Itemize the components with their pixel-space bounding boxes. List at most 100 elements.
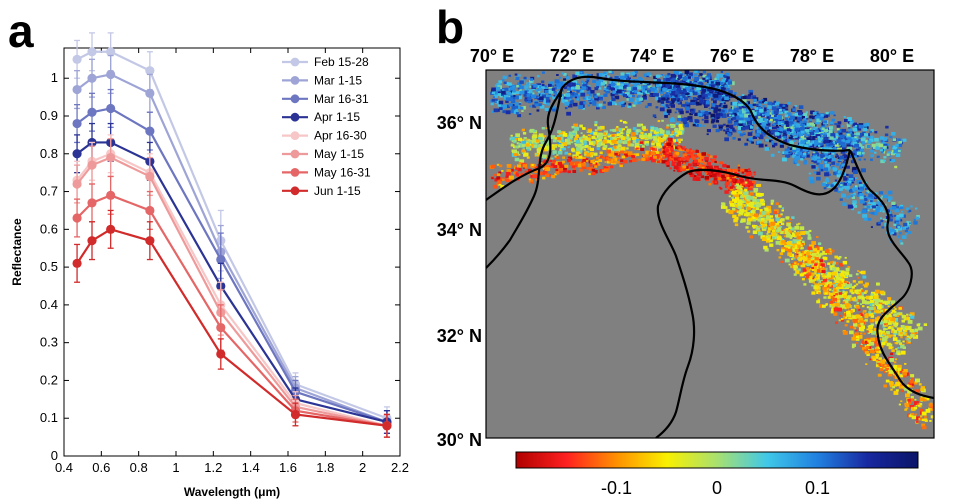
map-pixel xyxy=(605,87,610,91)
map-pixel xyxy=(762,118,766,121)
map-pixel xyxy=(749,235,754,239)
map-pixel xyxy=(522,164,528,168)
map-pixel xyxy=(649,94,652,97)
map-pixel xyxy=(803,253,806,256)
map-pixel xyxy=(677,146,681,149)
map-pixel xyxy=(785,128,788,131)
map-pixel xyxy=(534,166,538,170)
map-pixel xyxy=(885,300,890,304)
map-pixel xyxy=(878,143,884,148)
map-pixel xyxy=(683,96,689,101)
map-pixel xyxy=(763,101,767,104)
map-pixel xyxy=(860,295,864,299)
map-pixel xyxy=(575,96,580,100)
map-pixel xyxy=(898,342,903,345)
map-pixel xyxy=(550,135,556,139)
map-pixel xyxy=(769,243,774,247)
legend-label: May 1-15 xyxy=(314,147,364,161)
map-pixel xyxy=(663,151,669,156)
map-pixel xyxy=(861,312,864,315)
map-pixel xyxy=(850,119,855,123)
map-pixel xyxy=(586,152,592,157)
map-pixel xyxy=(861,152,865,155)
panel-a-letter: a xyxy=(8,5,34,57)
map-pixel xyxy=(644,133,648,135)
map-pixel xyxy=(723,107,727,111)
map-pixel xyxy=(652,93,657,97)
map-pixel xyxy=(655,96,660,101)
map-pixel xyxy=(692,177,698,181)
map-pixel xyxy=(517,95,523,100)
map-pixel xyxy=(556,83,562,87)
map-pixel xyxy=(677,115,681,118)
map-pixel xyxy=(728,177,733,181)
map-pixel xyxy=(882,301,885,304)
map-pixel xyxy=(889,158,893,162)
map-pixel xyxy=(853,323,858,327)
map-pixel xyxy=(851,135,855,138)
map-pixel xyxy=(787,252,792,256)
map-pixel xyxy=(732,116,737,120)
legend-marker xyxy=(290,76,300,85)
map-pixel xyxy=(573,103,577,107)
map-pixel xyxy=(557,162,562,166)
map-pixel xyxy=(829,288,832,291)
map-pixel xyxy=(658,97,663,101)
map-pixel xyxy=(745,226,749,229)
map-pixel xyxy=(733,209,738,213)
map-pixel xyxy=(769,112,772,115)
map-pixel xyxy=(623,151,628,155)
map-pixel xyxy=(786,246,791,250)
map-pixel xyxy=(724,84,729,88)
map-pixel xyxy=(814,129,819,133)
map-pixel xyxy=(797,114,802,118)
map-pixel xyxy=(785,245,789,248)
map-pixel xyxy=(565,96,570,100)
map-pixel xyxy=(825,111,829,115)
map-pixel xyxy=(584,138,588,141)
map-pixel xyxy=(714,181,717,184)
map-pixel xyxy=(692,163,697,167)
y-tick-label: 0.3 xyxy=(40,335,58,350)
map-pixel xyxy=(519,85,524,90)
map-pixel xyxy=(747,217,753,222)
map-pixel xyxy=(727,86,731,89)
map-pixel xyxy=(583,140,587,144)
map-pixel xyxy=(744,113,749,118)
map-pixel xyxy=(828,127,833,130)
map-pixel xyxy=(867,325,870,328)
map-pixel xyxy=(685,106,690,111)
map-pixel xyxy=(836,124,841,128)
map-pixel xyxy=(827,287,830,290)
map-pixel xyxy=(866,145,871,148)
map-pixel xyxy=(594,129,598,132)
map-pixel xyxy=(590,131,595,135)
map-pixel xyxy=(875,356,879,359)
map-pixel xyxy=(846,141,852,146)
map-pixel xyxy=(494,91,499,95)
map-pixel xyxy=(736,115,742,120)
legend-label: Mar 1-15 xyxy=(314,73,362,87)
map-pixel xyxy=(580,132,583,134)
map-pixel xyxy=(794,112,799,117)
map-pixel xyxy=(731,196,734,199)
map-pixel xyxy=(597,83,601,87)
map-pixel xyxy=(587,97,591,99)
map-pixel xyxy=(810,110,815,115)
map-pixel xyxy=(783,104,789,108)
map-pixel xyxy=(666,109,672,114)
map-pixel xyxy=(892,330,897,334)
map-pixel xyxy=(923,323,928,326)
map-pixel xyxy=(829,157,834,161)
map-pixel xyxy=(760,117,763,121)
map-pixel xyxy=(687,116,693,121)
map-pixel xyxy=(778,214,782,217)
map-pixel xyxy=(499,94,503,98)
map-pixel xyxy=(893,318,898,322)
map-pixel xyxy=(666,124,670,127)
map-pixel xyxy=(773,100,777,103)
map-pixel xyxy=(719,81,724,85)
map-pixel xyxy=(913,334,919,339)
map-pixel xyxy=(678,141,681,144)
